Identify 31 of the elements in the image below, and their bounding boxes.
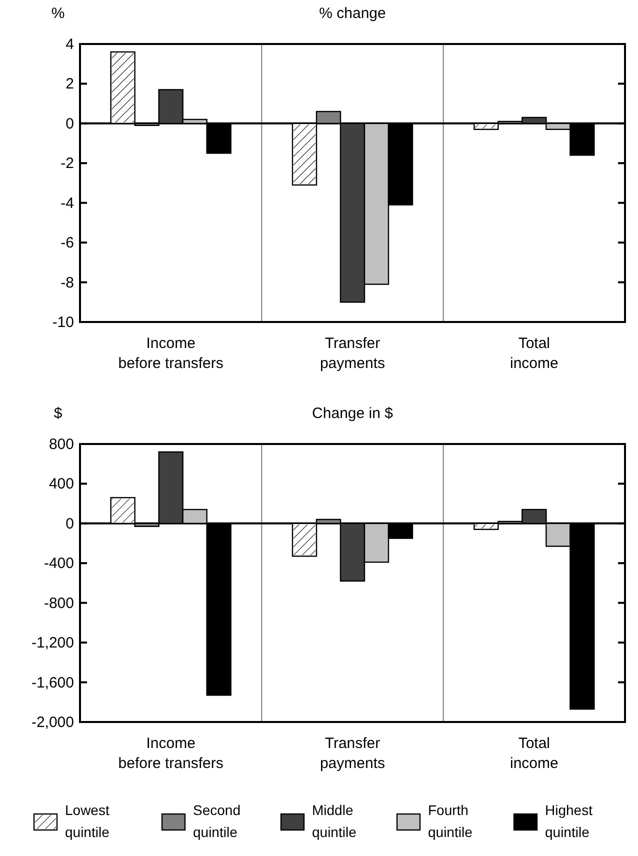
chart-title: Change in $ <box>312 405 394 422</box>
y-tick-label: 2 <box>66 76 74 93</box>
legend-label: Highest quintile <box>545 802 593 840</box>
y-tick-label: 4 <box>66 36 74 53</box>
y-tick-label: -6 <box>60 234 74 252</box>
y-tick-label: 800 <box>48 436 74 453</box>
y-tick-label: -400 <box>44 555 74 572</box>
y-tick-label: -2,000 <box>31 714 74 731</box>
y-tick-label: -1,600 <box>31 674 74 692</box>
y-tick-label: -10 <box>52 314 74 331</box>
chart-title: % change <box>319 5 386 22</box>
x-tick-label: Income before transfers <box>118 735 224 772</box>
y-tick-label: -8 <box>60 274 74 292</box>
x-tick-label: Total income <box>510 335 558 372</box>
y-tick-label: 0 <box>66 115 74 132</box>
y-tick-label: 0 <box>66 515 74 532</box>
legend-label: Lowest quintile <box>65 802 110 840</box>
y-tick-label: -2 <box>60 155 74 172</box>
x-tick-label: Income before transfers <box>118 335 224 372</box>
y-axis-title: $ <box>54 405 63 422</box>
x-tick-label: Transfer payments <box>320 335 386 372</box>
x-tick-label: Total income <box>510 735 558 772</box>
y-tick-label: 400 <box>48 476 74 493</box>
x-tick-label: Transfer payments <box>320 735 386 772</box>
y-axis-title: % <box>51 5 65 22</box>
legend-label: Middle quintile <box>312 802 357 840</box>
y-tick-label: -800 <box>44 594 74 612</box>
y-tick-label: -4 <box>60 194 74 212</box>
legend-label: Second quintile <box>193 802 240 840</box>
legend-label: Fourth quintile <box>428 802 473 840</box>
y-tick-label: -1,200 <box>31 634 74 652</box>
